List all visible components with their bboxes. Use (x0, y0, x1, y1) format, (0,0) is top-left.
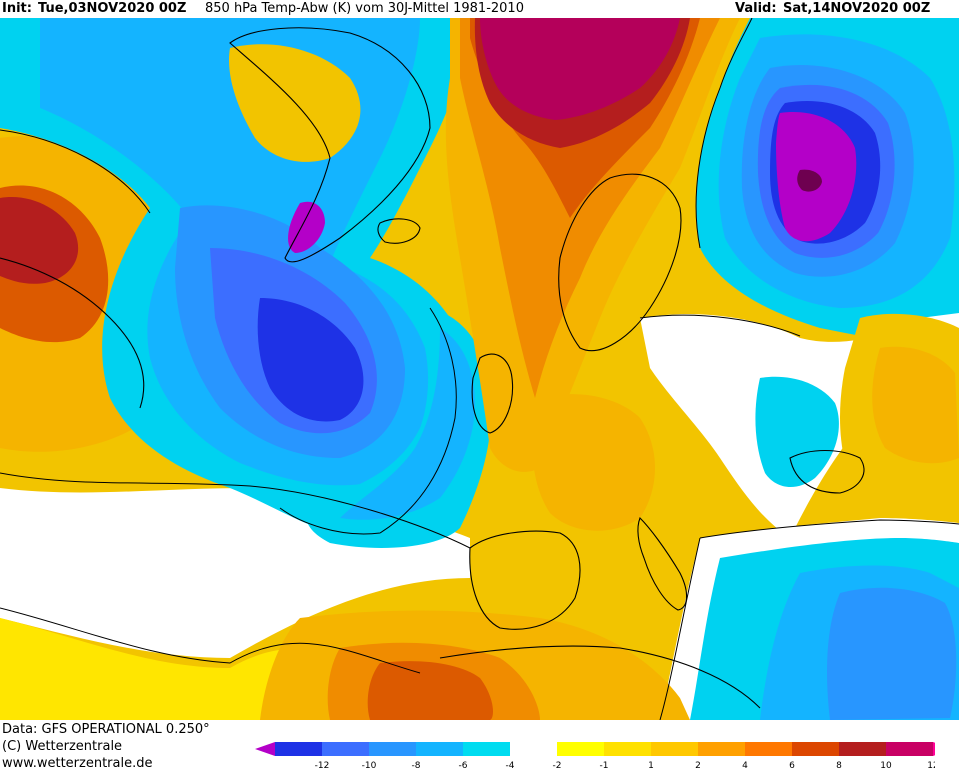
anomaly-zone-purple-dark-russia (797, 169, 822, 192)
anomaly-zone-red-canada (0, 197, 79, 284)
valid-label: Valid: (735, 1, 777, 16)
legend-swatch (792, 742, 839, 756)
temperature-anomaly-map (0, 18, 959, 720)
coast-italy (637, 517, 688, 611)
anomaly-zone-purple-greenland (288, 201, 325, 253)
coast-black-sea (789, 450, 865, 494)
legend-tick-label: 8 (836, 761, 842, 771)
anomaly-zone-orange-light-mediterranean (532, 394, 655, 531)
coastlines (0, 27, 865, 709)
legend-swatch (886, 742, 933, 756)
valid-value: Sat,14NOV2020 00Z (783, 1, 931, 16)
legend-tick-label: -2 (553, 761, 562, 771)
legend-tick-label: 2 (695, 761, 701, 771)
legend-swatch (557, 742, 604, 756)
header-bar: Init: Tue,03NOV2020 00Z 850 hPa Temp-Abw… (0, 0, 964, 18)
coast-iceland (377, 218, 421, 244)
legend-tick-label: -8 (412, 761, 421, 771)
anomaly-zone-orange-dark-africa (367, 661, 493, 720)
legend-swatch (275, 742, 322, 756)
copyright: (C) Wetterzentrale (2, 739, 123, 754)
anomaly-zone-orange-light-turkey (872, 346, 959, 464)
anomaly-zone-yellow-greenland (229, 44, 361, 162)
legend-tick-label: 6 (789, 761, 795, 771)
legend-swatch (698, 742, 745, 756)
legend-tick-label: -1 (600, 761, 609, 771)
legend-tick-label: 12 (927, 761, 935, 771)
legend-swatch (839, 742, 886, 756)
coast-scandinavia (558, 173, 682, 352)
legend-swatch (745, 742, 792, 756)
data-source: Data: GFS OPERATIONAL 0.250° (2, 722, 210, 737)
coast-iberia (469, 530, 581, 630)
legend-swatch (510, 742, 557, 756)
anomaly-zone-cyan-eastern-europe (755, 376, 839, 488)
init-label: Init: (2, 1, 32, 16)
init-value: Tue,03NOV2020 00Z (38, 1, 187, 16)
legend-tick-label: 10 (880, 761, 892, 771)
legend-arrow-left (255, 742, 275, 756)
legend-swatch (604, 742, 651, 756)
legend-swatch (322, 742, 369, 756)
legend-tick-label: -6 (459, 761, 468, 771)
anomaly-zone-blue-dark-atlantic (257, 298, 364, 422)
anomaly-zone-magenta-scandinavia (480, 18, 680, 120)
legend-swatch (463, 742, 510, 756)
legend-tick-label: 1 (648, 761, 654, 771)
map-title: 850 hPa Temp-Abw (K) vom 30J-Mittel 1981… (205, 1, 524, 16)
legend-tick-label: 4 (742, 761, 748, 771)
coast-north-africa (439, 645, 761, 709)
legend-tick-label: -4 (506, 761, 515, 771)
coast-canada (0, 257, 145, 409)
legend-tick-label: -12 (315, 761, 330, 771)
legend-swatch (651, 742, 698, 756)
anomaly-zone-blue-middle-east (827, 587, 957, 720)
color-legend: -12-10-8-6-4-2-1124681012 (255, 742, 935, 771)
coast-british-isles (471, 353, 514, 434)
coast-greenland (229, 27, 431, 263)
legend-tick-label: -10 (362, 761, 377, 771)
zero-contour-lines (0, 18, 959, 720)
legend-swatch (416, 742, 463, 756)
legend-arrow-right (933, 742, 935, 756)
anomaly-zone-blue-light-bay (340, 328, 475, 520)
legend-swatch (369, 742, 416, 756)
website-url: www.wetterzentrale.de (2, 756, 153, 771)
